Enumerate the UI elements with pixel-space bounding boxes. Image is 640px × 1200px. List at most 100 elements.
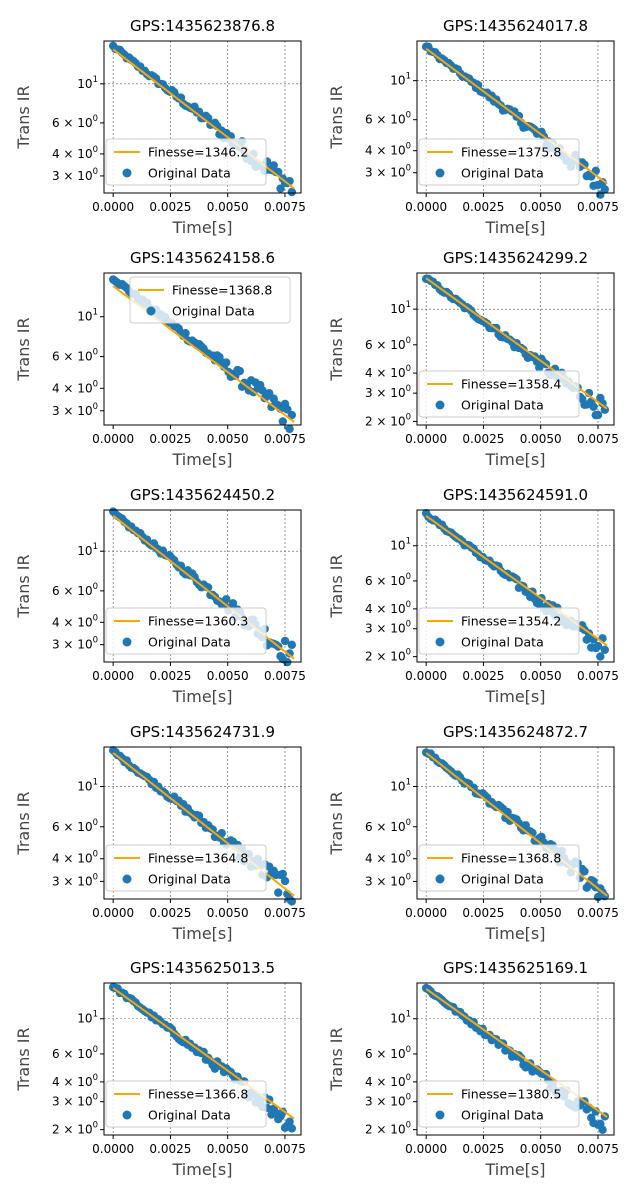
legend-marker-swatch	[435, 637, 445, 647]
legend-label-data: Original Data	[148, 872, 231, 887]
legend-marker-swatch	[122, 637, 132, 647]
legend-label-fit: Finesse=1380.5	[461, 1087, 561, 1102]
x-tick-label: 0.0050	[520, 200, 562, 214]
y-axis-label: Trans IR	[327, 791, 346, 855]
axes-frame	[103, 509, 302, 663]
y-tick-label: 6 × 100	[52, 1045, 98, 1061]
data-point	[600, 185, 610, 194]
y-tick-label: 2 × 100	[365, 648, 411, 664]
x-tick-label: 0.0025	[149, 906, 191, 920]
legend-label-data: Original Data	[461, 166, 544, 181]
y-tick-label: 4 × 100	[52, 145, 98, 161]
subplot-6: GPS:1435624591.0 0.0000 0.0025 0.0050 0.0075…	[327, 486, 619, 706]
x-tick-label: 0.0075	[577, 432, 619, 446]
y-tick-label: 101	[77, 75, 98, 91]
legend-label-fit: Finesse=1360.3	[148, 614, 248, 629]
data-point	[600, 891, 610, 901]
axes-frame	[103, 272, 302, 426]
subplot-7: GPS:1435624731.9 0.0000 0.0025 0.0050 0.0075…	[14, 723, 306, 943]
x-tick-label: 0.0050	[520, 1142, 562, 1156]
x-tick-label: 0.0075	[264, 200, 306, 214]
data-point	[593, 410, 603, 420]
data-point	[589, 402, 598, 411]
y-tick-label: 3 × 100	[52, 1093, 98, 1109]
data-point	[258, 386, 267, 395]
x-tick-label: 0.0000	[405, 669, 447, 683]
legend: Finesse=1346.2 Original Data	[105, 138, 267, 186]
axes-frame	[416, 40, 615, 194]
x-tick-label: 0.0075	[264, 906, 306, 920]
x-tick-label: 0.0050	[207, 1142, 249, 1156]
x-tick-label: 0.0000	[92, 1142, 134, 1156]
y-tick-label: 4 × 100	[52, 379, 98, 395]
y-tick-label: 101	[390, 537, 411, 553]
data-point	[276, 184, 285, 193]
data-point	[181, 329, 190, 338]
subplot-title: GPS:1435624872.7	[443, 723, 588, 741]
data-point	[285, 1117, 294, 1126]
legend: Finesse=1366.8 Original Data	[105, 1080, 267, 1128]
subplot-2: GPS:1435624017.8 0.0000 0.0025 0.0050 0.0075…	[327, 17, 619, 237]
x-tick-label: 0.0075	[577, 669, 619, 683]
legend-box	[418, 844, 580, 892]
y-tick-label: 6 × 100	[365, 572, 411, 588]
legend-box	[418, 370, 580, 418]
y-tick-label: 4 × 100	[52, 1073, 98, 1089]
x-tick-label: 0.0000	[92, 906, 134, 920]
x-tick-label: 0.0075	[577, 906, 619, 920]
legend-box	[129, 276, 291, 324]
data-point	[222, 595, 231, 604]
x-tick-label: 0.0050	[207, 432, 249, 446]
legend-label-fit: Finesse=1364.8	[148, 851, 248, 866]
legend-box	[105, 138, 267, 186]
legend-marker-swatch	[435, 874, 445, 884]
axes-frame	[103, 746, 302, 900]
y-tick-label: 101	[390, 72, 411, 88]
subplot-1: GPS:1435623876.8 0.0000 0.0025 0.0050 0.0075…	[14, 17, 306, 237]
y-tick-label: 101	[77, 542, 98, 558]
axes-frame	[103, 982, 302, 1136]
y-tick-label: 4 × 100	[365, 1073, 411, 1089]
y-axis-label: Trans IR	[14, 85, 33, 149]
data-point	[280, 636, 290, 646]
data-point	[208, 825, 217, 834]
x-tick-label: 0.0075	[264, 669, 306, 683]
legend-label-fit: Finesse=1358.4	[461, 377, 561, 392]
x-tick-label: 0.0000	[92, 669, 134, 683]
y-axis-label: Trans IR	[327, 554, 346, 618]
y-tick-label: 101	[77, 1010, 98, 1026]
x-tick-label: 0.0075	[264, 1142, 306, 1156]
y-tick-label: 4 × 100	[365, 600, 411, 616]
y-tick-label: 3 × 100	[365, 164, 411, 180]
y-tick-label: 2 × 100	[52, 1121, 98, 1137]
y-tick-label: 6 × 100	[52, 818, 98, 834]
axes-frame	[416, 509, 615, 663]
y-axis-label: Trans IR	[327, 1027, 346, 1091]
x-tick-label: 0.0050	[207, 200, 249, 214]
data-point	[600, 645, 610, 655]
data-point	[287, 640, 297, 650]
data-point	[287, 1124, 297, 1133]
x-axis-label: Time[s]	[172, 218, 233, 237]
x-tick-label: 0.0025	[149, 200, 191, 214]
data-point	[596, 652, 605, 661]
y-axis-label: Trans IR	[14, 317, 33, 381]
x-tick-label: 0.0025	[462, 432, 504, 446]
subplot-3: GPS:1435624158.6 0.0000 0.0025 0.0050 0.0075…	[14, 249, 306, 469]
x-tick-label: 0.0050	[207, 906, 249, 920]
legend: Finesse=1368.8 Original Data	[418, 844, 580, 892]
subplot-5: GPS:1435624450.2 0.0000 0.0025 0.0050 0.0075…	[14, 486, 306, 706]
x-tick-label: 0.0000	[92, 200, 134, 214]
x-tick-label: 0.0075	[264, 432, 306, 446]
legend-box	[105, 1080, 267, 1128]
data-point	[217, 829, 226, 838]
y-tick-label: 4 × 100	[365, 364, 411, 380]
data-point	[287, 187, 297, 197]
subplot-10: GPS:1435625169.1 0.0000 0.0025 0.0050 0.0075…	[327, 959, 619, 1179]
subplot-9: GPS:1435625013.5 0.0000 0.0025 0.0050 0.0075…	[14, 959, 306, 1179]
legend-label-fit: Finesse=1368.8	[461, 851, 561, 866]
data-point	[278, 869, 287, 879]
legend-label-data: Original Data	[172, 304, 255, 319]
y-tick-label: 3 × 100	[52, 167, 98, 183]
